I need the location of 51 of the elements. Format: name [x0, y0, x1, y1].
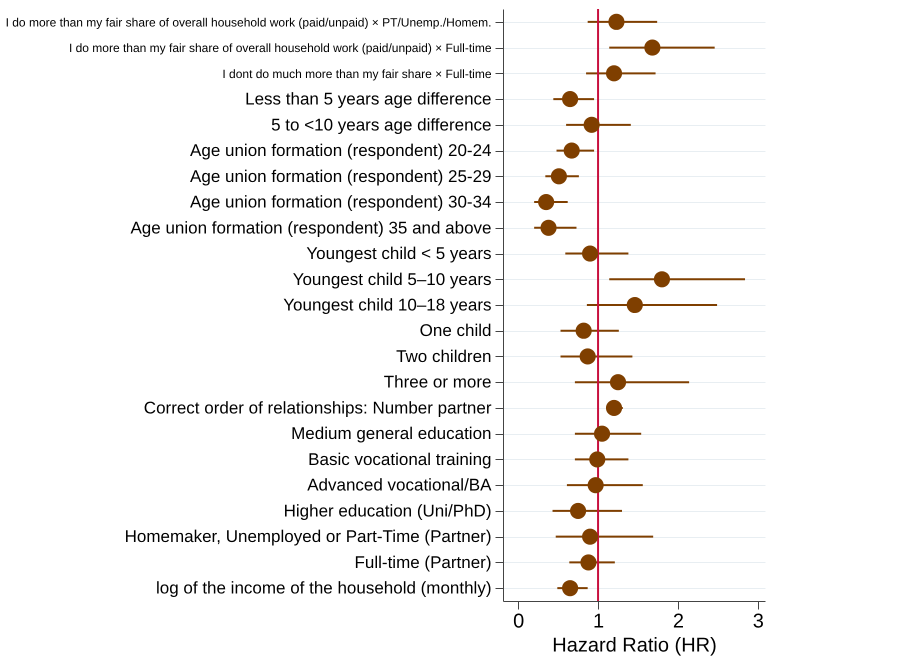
y-tick-label: Age union formation (respondent) 20-24 — [190, 141, 492, 160]
point — [540, 220, 557, 236]
y-tick-label: Age union formation (respondent) 35 and above — [130, 218, 492, 238]
x-tick-label: 2 — [672, 610, 684, 632]
y-tick-label: Higher education (Uni/PhD) — [284, 501, 492, 520]
point — [570, 502, 586, 519]
x-axis-title: Hazard Ratio (HR) — [552, 634, 717, 656]
y-tick-label: Youngest child 10–18 years — [283, 296, 492, 314]
y-tick-label: Homemaker, Unemployed or Part-Time (Partner) — [124, 527, 492, 546]
y-tick-label: Medium general education — [291, 424, 492, 444]
x-tick-label: 3 — [752, 610, 764, 632]
y-tick-label: Two children — [396, 346, 492, 366]
point — [644, 40, 660, 56]
point — [550, 168, 567, 184]
point — [588, 477, 604, 494]
point — [576, 322, 592, 339]
point — [584, 116, 600, 133]
point — [562, 91, 578, 108]
y-tick-label: Youngest child 5–10 years — [292, 270, 492, 289]
y-tick-label: I do more than my fair share of overall household work (paid/unpaid) × Full-time — [68, 41, 492, 56]
point — [594, 426, 610, 442]
point — [654, 271, 670, 288]
y-tick-label: One child — [420, 321, 492, 340]
point — [582, 245, 598, 262]
point — [606, 65, 622, 82]
y-tick-label: Age union formation (respondent) 30-34 — [190, 192, 492, 212]
x-tick-label: 1 — [592, 610, 604, 632]
point — [589, 451, 606, 468]
y-tick-label: Correct order of relationships: Number partner — [144, 398, 492, 418]
point — [580, 554, 597, 570]
y-tick-label: Age union formation (respondent) 25-29 — [190, 166, 492, 186]
point — [564, 142, 580, 159]
point — [562, 580, 578, 596]
point — [608, 14, 624, 30]
y-tick-label: I dont do much more than my fair share × Full-time — [222, 66, 492, 81]
point — [582, 528, 598, 545]
y-tick-label: Advanced vocational/BA — [307, 476, 492, 495]
point — [538, 194, 554, 210]
point — [610, 374, 626, 390]
y-tick-label: Three or more — [384, 372, 492, 392]
point — [580, 348, 596, 365]
point — [606, 400, 622, 416]
y-tick-label: I do more than my fair share of overall household work (paid/unpaid) × PT/Unemp./Homem. — [6, 15, 492, 30]
point — [626, 296, 643, 314]
y-tick-label: Basic vocational training — [308, 450, 492, 469]
y-tick-label: Full-time (Partner) — [354, 552, 492, 572]
y-tick-label: 5 to <10 years age difference — [271, 115, 492, 134]
y-tick-label: log of the income of the household (monthly) — [156, 578, 492, 598]
y-tick-label: Less than 5 years age difference — [245, 90, 492, 109]
x-tick-label: 0 — [513, 610, 524, 632]
y-tick-label: Youngest child < 5 years — [306, 244, 492, 264]
